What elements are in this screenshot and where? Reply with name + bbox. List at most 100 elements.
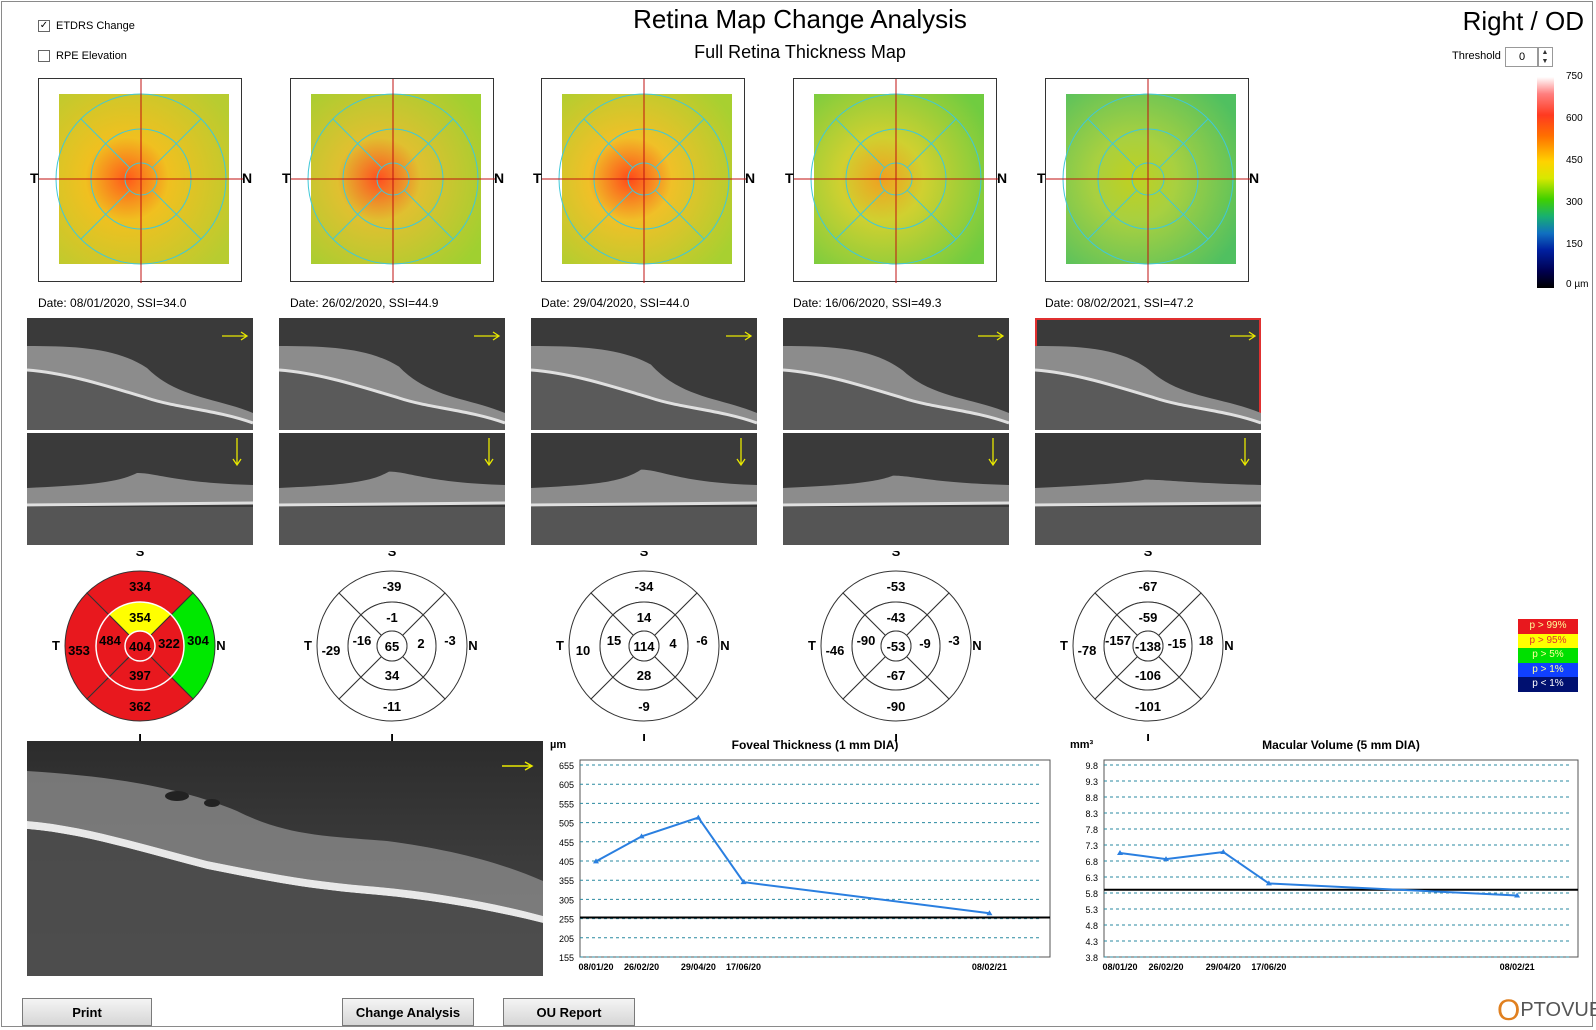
etdrs-grid[interactable]: 404 354 397 484 322 334 362 353 304 S I T N <box>45 551 235 741</box>
legend-entry: p > 1% <box>1518 662 1578 677</box>
etdrs-grid[interactable]: -138 -59 -106 -157 -15 -67 -101 -78 18 S I T N <box>1053 551 1243 741</box>
oct-bscan-image <box>27 438 253 545</box>
oct-horizontal-bscan[interactable] <box>1035 318 1261 430</box>
etdrs-value-oi: 362 <box>129 699 151 714</box>
chart-ytick-label: 205 <box>559 934 574 944</box>
temporal-label: T <box>30 170 39 186</box>
thickness-map[interactable] <box>1045 78 1250 283</box>
chart-xtick-label: 29/04/20 <box>1206 962 1241 972</box>
colorbar-tick-label: 300 <box>1566 197 1583 208</box>
chart-data-point <box>1220 849 1227 855</box>
thickness-map[interactable] <box>290 78 495 283</box>
rpe-elevation-checkbox[interactable]: RPE Elevation <box>38 50 127 62</box>
chart-ytick-label: 3.8 <box>1085 953 1098 963</box>
chart-ytick-label: 8.8 <box>1085 793 1098 803</box>
etdrs-value-center: -53 <box>887 639 906 654</box>
nasal-label: N <box>745 170 756 186</box>
thickness-map-image <box>39 79 243 283</box>
etdrs-value-os: 334 <box>129 579 151 594</box>
thickness-map[interactable] <box>38 78 243 283</box>
chart-xtick-label: 17/06/20 <box>1251 962 1286 972</box>
etdrs-value-is: 14 <box>637 610 652 625</box>
chart-ytick-label: 4.8 <box>1085 921 1098 931</box>
etdrs-letter-i: I <box>138 731 142 741</box>
rpe-elevation-check[interactable] <box>38 50 50 62</box>
chart-data-point <box>1117 850 1123 855</box>
chart-ytick-label: 7.8 <box>1085 825 1098 835</box>
oct-horizontal-bscan[interactable] <box>279 318 505 430</box>
etdrs-value-ot: 353 <box>68 643 90 658</box>
etdrs-value-ot: -78 <box>1078 643 1097 658</box>
chart-ytick-label: 255 <box>559 915 574 925</box>
chart-ytick-label: 155 <box>559 953 574 963</box>
enlarged-oct-image <box>27 741 543 976</box>
oct-bscan-image <box>1035 438 1261 545</box>
chart-ytick-label: 455 <box>559 838 574 848</box>
chart-ytick-label: 4.3 <box>1085 937 1098 947</box>
etdrs-value-ii: -106 <box>1135 668 1161 683</box>
nasal-label: N <box>1249 170 1260 186</box>
etdrs-value-ot: 10 <box>576 643 590 658</box>
oct-bscan-image <box>279 331 505 430</box>
nasal-label: N <box>242 170 253 186</box>
chart-unit-label: mm³ <box>1070 740 1094 751</box>
thickness-map-image <box>794 79 998 283</box>
etdrs-letter-n: N <box>972 638 981 653</box>
change-analysis-button[interactable]: Change Analysis <box>342 998 474 1026</box>
oct-vertical-bscan[interactable] <box>279 433 505 545</box>
temporal-label: T <box>1037 170 1046 186</box>
oct-vertical-bscan[interactable] <box>531 433 757 545</box>
legend-entry: p > 95% <box>1518 633 1578 648</box>
visit-date-label: Date: 08/02/2021, SSI=47.2 <box>1045 296 1194 310</box>
etdrs-value-is: -1 <box>386 610 398 625</box>
etdrs-value-center: -138 <box>1135 639 1161 654</box>
etdrs-change-checkbox[interactable]: ✓ ETDRS Change <box>38 20 135 32</box>
oct-vertical-bscan[interactable] <box>27 433 253 545</box>
chart-data-point <box>638 833 645 839</box>
chart-data-point <box>1265 880 1272 886</box>
thickness-map[interactable] <box>541 78 746 283</box>
legend-entry: p < 1% <box>1518 677 1578 692</box>
chart-data-point <box>695 814 702 820</box>
threshold-input[interactable]: 0 <box>1505 47 1539 67</box>
print-button[interactable]: Print <box>22 998 152 1026</box>
etdrs-value-center: 114 <box>634 639 656 654</box>
spin-down-icon[interactable]: ▼ <box>1541 58 1549 65</box>
etdrs-center <box>628 630 660 662</box>
oct-horizontal-bscan[interactable] <box>531 318 757 430</box>
oct-bscan-image <box>783 331 1009 430</box>
etdrs-value-os: -67 <box>1139 579 1158 594</box>
threshold-stepper[interactable]: ▲ ▼ <box>1537 47 1553 67</box>
thickness-colorbar <box>1537 77 1554 288</box>
etdrs-center <box>1132 630 1164 662</box>
chart-xtick-label: 08/01/20 <box>1102 962 1137 972</box>
etdrs-value-ii: -67 <box>887 668 906 683</box>
oct-horizontal-bscan[interactable] <box>783 318 1009 430</box>
etdrs-grid[interactable]: -53 -43 -67 -90 -9 -53 -90 -46 -3 S I T N <box>801 551 991 741</box>
thickness-map[interactable] <box>793 78 998 283</box>
chart-xtick-label: 17/06/20 <box>726 962 761 972</box>
oct-bscan-image <box>531 438 757 545</box>
etdrs-value-it: -16 <box>353 633 372 648</box>
oct-vertical-bscan[interactable] <box>1035 433 1261 545</box>
etdrs-value-is: -43 <box>887 610 906 625</box>
chart-unit-label: µm <box>550 740 566 751</box>
colorbar-tick-label: 150 <box>1566 239 1583 250</box>
chart-ytick-label: 7.3 <box>1085 841 1098 851</box>
etdrs-grid[interactable]: 65 -1 34 -16 2 -39 -11 -29 -3 S I T N <box>297 551 487 741</box>
etdrs-value-in: 2 <box>417 636 424 651</box>
chart-xtick-label: 26/02/20 <box>1148 962 1183 972</box>
chart-ytick-label: 505 <box>559 819 574 829</box>
eye-label: Right / OD <box>1462 6 1584 36</box>
temporal-label: T <box>282 170 291 186</box>
etdrs-grid[interactable]: 114 14 28 15 4 -34 -9 10 -6 S I T N <box>549 551 739 741</box>
etdrs-value-oi: -9 <box>638 699 650 714</box>
etdrs-letter-s: S <box>892 551 901 559</box>
enlarged-oct-bscan[interactable] <box>27 741 543 976</box>
chart-xtick-label: 08/02/21 <box>972 962 1007 972</box>
oct-vertical-bscan[interactable] <box>783 433 1009 545</box>
oct-horizontal-bscan[interactable] <box>27 318 253 430</box>
spin-up-icon[interactable]: ▲ <box>1541 49 1549 56</box>
ou-report-button[interactable]: OU Report <box>503 998 635 1026</box>
etdrs-change-check[interactable]: ✓ <box>38 20 50 32</box>
